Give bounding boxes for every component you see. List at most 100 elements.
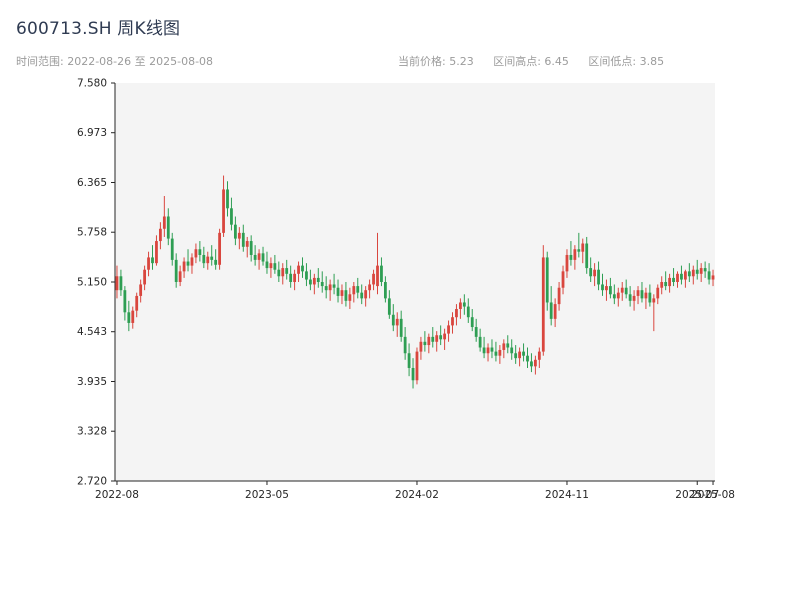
candle-body xyxy=(301,265,304,272)
candle-body xyxy=(285,268,289,274)
candle-body xyxy=(395,318,399,326)
candle-body xyxy=(632,295,636,301)
candle-body xyxy=(123,290,127,313)
candle-body xyxy=(364,290,368,299)
candle-body xyxy=(419,341,423,352)
candle-body xyxy=(182,261,186,272)
candle-body xyxy=(269,263,273,269)
candle-body xyxy=(703,268,707,272)
candle-body xyxy=(119,276,123,291)
candle-body xyxy=(664,282,668,287)
y-tick-label: 5.150 xyxy=(77,277,107,289)
candle-body xyxy=(316,277,320,282)
range-low-stat: 区间低点: 3.85 xyxy=(588,55,665,68)
candle-body xyxy=(482,347,486,354)
candle-body xyxy=(545,257,549,303)
candle-body xyxy=(427,336,431,346)
y-tick-label: 6.973 xyxy=(77,127,107,139)
candle-body xyxy=(155,241,158,264)
candle-body xyxy=(135,295,139,311)
candle-body xyxy=(277,269,281,277)
candle-body xyxy=(233,224,237,239)
candle-body xyxy=(656,287,660,299)
candle-body xyxy=(636,290,640,296)
candle-body xyxy=(127,312,131,323)
candle-body xyxy=(466,306,470,318)
candle-body xyxy=(680,273,683,280)
candle-body xyxy=(518,351,522,359)
candle-body xyxy=(561,271,565,288)
candle-body xyxy=(533,359,537,367)
candle-body xyxy=(249,241,253,255)
candle-body xyxy=(332,284,336,288)
candle-body xyxy=(328,284,332,291)
candle-body xyxy=(676,273,679,282)
candle-body xyxy=(245,241,249,247)
page-title: 600713.SH 周K线图 xyxy=(16,19,181,39)
candle-body xyxy=(178,271,182,282)
candle-body xyxy=(451,317,454,326)
candle-body xyxy=(474,327,478,337)
y-tick-label: 3.935 xyxy=(77,376,107,388)
candle-body xyxy=(601,284,604,291)
y-tick-label: 7.580 xyxy=(77,78,107,90)
candle-body xyxy=(506,343,510,348)
candle-body xyxy=(411,367,415,381)
candle-body xyxy=(139,284,143,296)
y-tick-label: 3.328 xyxy=(77,426,107,438)
candle-body xyxy=(672,277,675,282)
candle-body xyxy=(660,282,664,288)
candle-body xyxy=(470,317,474,328)
y-tick-label: 4.543 xyxy=(77,326,107,338)
candle-body xyxy=(226,189,229,209)
candle-body xyxy=(695,269,699,274)
x-tick-label: 2025-07 xyxy=(675,489,719,501)
candle-body xyxy=(628,294,632,301)
candle-body xyxy=(593,269,597,277)
y-tick-label: 6.365 xyxy=(77,177,107,189)
candle-body xyxy=(403,336,407,354)
candle-body xyxy=(194,249,198,258)
candle-body xyxy=(616,292,620,299)
candle-body xyxy=(166,216,170,239)
candle-body xyxy=(541,257,545,352)
candle-body xyxy=(198,249,202,255)
candle-body xyxy=(281,268,285,277)
candle-body xyxy=(530,361,533,367)
x-tick-label: 2024-02 xyxy=(395,489,439,501)
candle-body xyxy=(620,287,624,293)
candle-body xyxy=(360,292,364,299)
plot-area xyxy=(115,83,715,481)
candle-body xyxy=(683,271,687,280)
candle-body xyxy=(158,228,162,242)
candle-body xyxy=(443,333,447,340)
candle-body xyxy=(699,268,703,274)
current-price-stat: 当前价格: 5.23 xyxy=(398,55,474,68)
candle-body xyxy=(214,259,218,265)
candle-body xyxy=(569,254,573,260)
candle-body xyxy=(336,287,340,296)
candle-body xyxy=(711,275,715,280)
y-tick-label: 5.758 xyxy=(77,227,107,239)
candle-body xyxy=(549,302,553,319)
candle-body xyxy=(435,335,439,342)
candle-body xyxy=(170,238,174,260)
candle-body xyxy=(577,249,581,252)
candle-body xyxy=(376,265,379,287)
candle-body xyxy=(391,314,395,326)
candle-body xyxy=(297,265,300,274)
candle-body xyxy=(557,287,561,305)
candle-body xyxy=(261,253,265,262)
candle-body xyxy=(514,353,518,359)
candle-body xyxy=(162,216,166,229)
candle-body xyxy=(486,347,490,354)
candle-body xyxy=(293,273,297,282)
candle-body xyxy=(372,273,375,285)
range-high-stat: 区间高点: 6.45 xyxy=(493,55,569,68)
candle-body xyxy=(348,294,352,301)
candle-body xyxy=(648,292,652,303)
candle-body xyxy=(478,336,482,348)
candle-body xyxy=(608,286,612,295)
